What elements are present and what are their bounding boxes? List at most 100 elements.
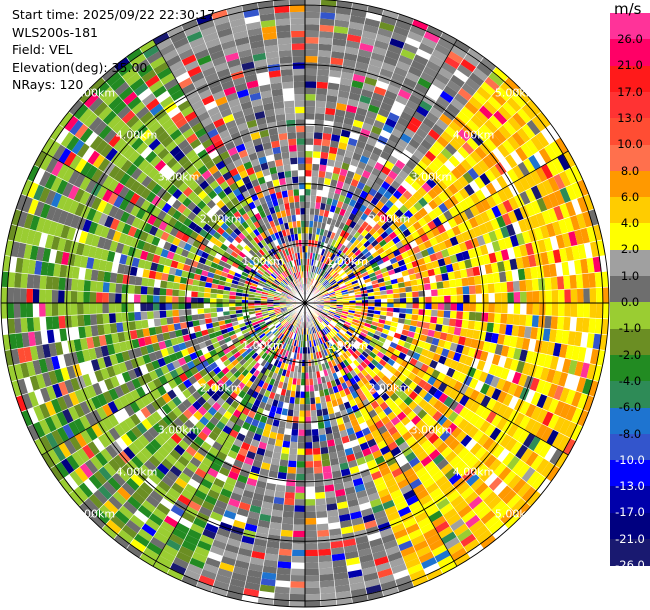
range-gate-bin	[348, 575, 365, 585]
range-gate-bin	[318, 554, 333, 563]
range-gate-bin	[393, 143, 405, 155]
range-gate-bin	[322, 328, 328, 335]
range-gate-bin	[465, 514, 481, 529]
range-gate-bin	[38, 402, 51, 419]
range-gate-bin	[317, 284, 323, 290]
range-gate-bin	[402, 77, 418, 89]
range-gate-bin	[239, 468, 251, 478]
range-gate-bin	[538, 277, 546, 291]
range-gate-bin	[27, 165, 40, 182]
range-gate-bin	[223, 285, 231, 292]
range-gate-bin	[329, 294, 336, 298]
range-gate-bin	[409, 343, 418, 352]
range-gate-bin	[218, 165, 229, 176]
range-gate-bin	[233, 341, 242, 348]
range-gate-bin	[353, 231, 361, 239]
range-gate-bin	[193, 435, 205, 447]
range-gate-bin	[464, 355, 474, 367]
range-gate-bin	[147, 380, 157, 392]
range-gate-bin	[100, 345, 110, 358]
range-gate-bin	[520, 291, 527, 303]
range-gate-bin	[38, 170, 52, 188]
range-gate-bin	[472, 368, 483, 381]
range-gate-bin	[469, 294, 476, 303]
range-gate-bin	[515, 256, 524, 270]
range-gate-bin	[151, 359, 161, 370]
range-gate-bin	[212, 366, 222, 375]
range-gate-bin	[368, 423, 378, 433]
range-gate-bin	[437, 288, 445, 296]
range-gate-bin	[353, 285, 361, 290]
range-gate-bin	[124, 404, 135, 417]
range-gate-bin	[64, 115, 79, 132]
range-gate-bin	[134, 468, 149, 482]
range-gate-bin	[559, 343, 568, 359]
range-gate-bin	[305, 359, 309, 367]
range-gate-bin	[315, 510, 328, 518]
range-gate-bin	[127, 225, 138, 238]
range-gate-bin	[391, 563, 408, 575]
range-gate-bin	[375, 362, 384, 371]
range-gate-bin	[464, 386, 475, 398]
range-gate-bin	[352, 359, 361, 367]
range-gate-bin	[109, 353, 119, 366]
range-gate-bin	[313, 454, 322, 462]
range-gate-bin	[361, 427, 372, 437]
range-gate-bin	[518, 415, 531, 430]
range-gate-bin	[63, 239, 73, 253]
range-gate-bin	[139, 128, 153, 142]
range-gate-bin	[354, 271, 362, 278]
range-gate-bin	[417, 242, 427, 252]
range-gate-bin	[380, 294, 388, 299]
range-gate-bin	[453, 214, 463, 226]
range-gate-bin	[277, 267, 283, 274]
range-gate-bin	[249, 239, 258, 247]
range-gate-bin	[359, 95, 372, 105]
range-gate-bin	[224, 262, 232, 270]
range-gate-bin	[320, 599, 337, 607]
range-gate-bin	[86, 384, 97, 399]
range-gate-bin	[343, 255, 350, 263]
range-gate-bin	[205, 421, 216, 432]
range-gate-bin	[186, 563, 203, 575]
range-gate-bin	[26, 288, 33, 303]
range-gate-bin	[116, 486, 132, 501]
range-gate-bin	[384, 280, 392, 286]
range-gate-bin	[263, 285, 271, 290]
range-gate-bin	[327, 191, 335, 199]
range-gate-bin	[172, 66, 188, 79]
range-gate-bin	[399, 484, 413, 495]
range-gate-bin	[418, 388, 428, 399]
range-gate-bin	[347, 98, 360, 108]
range-gate-bin	[365, 265, 373, 272]
range-gate-bin	[384, 420, 395, 431]
range-gate-bin	[152, 508, 167, 521]
range-gate-bin	[47, 140, 61, 158]
range-gate-bin	[439, 113, 453, 126]
range-gate-bin	[168, 173, 180, 185]
range-gate-bin	[447, 50, 464, 64]
range-gate-bin	[240, 274, 248, 281]
range-gate-bin	[169, 448, 182, 461]
range-gate-bin	[431, 337, 440, 347]
range-gate-bin	[212, 231, 222, 240]
range-gate-bin	[556, 275, 565, 290]
range-gate-bin	[317, 275, 323, 282]
range-gate-bin	[444, 56, 461, 70]
range-gate-bin	[416, 450, 429, 462]
range-gate-bin	[119, 253, 128, 265]
range-gate-bin	[241, 421, 251, 431]
range-gate-bin	[432, 453, 445, 466]
range-gate-bin	[215, 379, 225, 389]
range-gate-bin	[104, 333, 113, 346]
range-gate-bin	[400, 416, 411, 426]
range-gate-bin	[159, 310, 167, 319]
range-gate-bin	[343, 366, 350, 375]
range-gate-bin	[354, 430, 365, 439]
range-gate-bin	[163, 223, 174, 234]
range-gate-bin	[337, 280, 345, 286]
range-gate-bin	[249, 504, 262, 514]
range-gate-bin	[422, 382, 433, 393]
range-gate-bin	[513, 179, 526, 194]
range-gate-bin	[376, 440, 388, 450]
